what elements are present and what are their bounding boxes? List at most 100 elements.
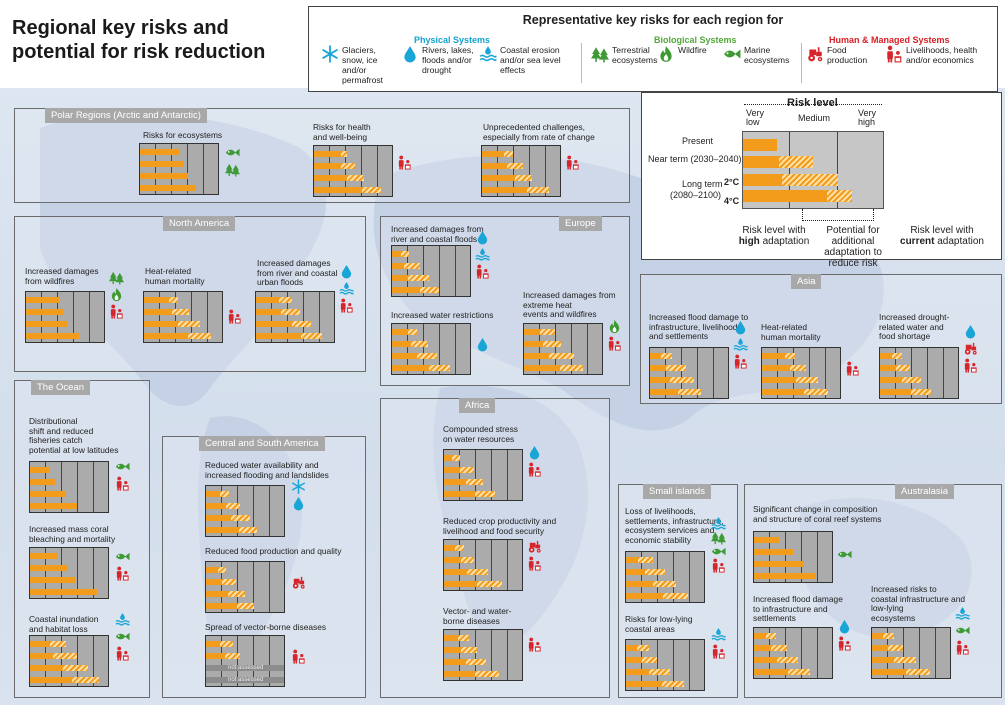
risk-label-line: Reduced water availability and (205, 460, 319, 470)
adaptation-potential-bar (218, 567, 227, 573)
adaptation-potential-bar (340, 163, 355, 169)
risk-label-line: and habitat loss (29, 623, 88, 634)
risk-bar (444, 491, 496, 497)
legend-item-label: Glaciers, snow, ice and/or permafrost (342, 45, 383, 85)
region-panel: Africa Compounded stress on water resource… (380, 398, 610, 698)
risk-level-chart (391, 323, 471, 375)
region-panel: North America Increased damages from wildf… (14, 216, 366, 372)
people-icon (711, 558, 726, 573)
legend-item-label-line: and/or economics (906, 55, 974, 65)
risk-key-bar (743, 190, 853, 202)
risk-level-gridline (329, 146, 330, 196)
region-tab: Central and South America (199, 436, 325, 451)
legend-item-label-line: floods and/or (422, 55, 472, 65)
risk-bar (206, 491, 230, 497)
risk-level-gridline (221, 562, 222, 612)
risk-bar (524, 341, 562, 347)
risk-label-line: human mortality (761, 331, 821, 342)
waves-icon (475, 247, 490, 262)
risk-level-gridline (475, 450, 476, 500)
trees-icon (225, 162, 240, 177)
waves-icon (339, 281, 354, 296)
risk-level-gridline (77, 462, 78, 512)
fish-icon (115, 459, 130, 474)
risk-level-gridline (407, 324, 408, 374)
adaptation-potential-bar (461, 557, 474, 563)
risk-level-gridline (777, 348, 778, 398)
legend-item-label-line: Terrestrial (612, 45, 650, 55)
risk-bar (762, 389, 828, 395)
risk-key-bar (743, 139, 777, 151)
risk-level-gridline (491, 540, 492, 590)
risk-label-line: Increased flood damage to (649, 312, 749, 322)
note-high-adaptation-line: high adaptation (736, 236, 812, 247)
legend-item-label-line: production (827, 55, 868, 65)
people-icon (837, 636, 852, 651)
adaptation-potential-bar (451, 455, 460, 461)
risk-bar (444, 455, 460, 461)
adaptation-potential-bar (887, 645, 904, 651)
adaptation-potential-bar (238, 527, 258, 533)
risk-label-line: coastal areas (625, 623, 675, 634)
risk-key-row-long-term-years: (2080–2100) (670, 190, 722, 200)
adaptation-potential-bar (346, 175, 364, 181)
people-icon (227, 309, 242, 324)
legend-item-label-line: Food (827, 45, 847, 55)
risk-bar (392, 287, 439, 293)
risk-level-chart (753, 531, 833, 583)
risk-label-line: Increased damages (25, 266, 99, 276)
adaptation-potential-bar (788, 669, 811, 675)
risk-level-gridline (61, 636, 62, 686)
risk-level-chart (625, 551, 705, 603)
wildfire-icon (657, 45, 675, 63)
people-icon (397, 155, 412, 170)
legend-item-label: Wildfire (678, 45, 707, 55)
adaptation-potential-bar (62, 665, 88, 671)
risk-bar (30, 665, 88, 671)
risk-level-gridline (919, 628, 920, 678)
risk-bar (762, 377, 819, 383)
risk-level-gridline (377, 146, 378, 196)
risk-bar (626, 557, 653, 563)
legend-item-label-line: snow, ice (342, 55, 378, 65)
region-panel: Europe Increased damages from river and co… (380, 216, 630, 386)
people-icon (607, 336, 622, 351)
risk-bar (754, 645, 787, 651)
risk-bar (256, 297, 292, 303)
risk-level-gridline (77, 548, 78, 598)
risk-bar (392, 251, 410, 257)
adaptation-potential-bar (785, 353, 795, 359)
risk-bar (524, 329, 556, 335)
risk-bar (880, 365, 910, 371)
risk-label-line: settlements (753, 613, 796, 623)
risk-level-gridline (491, 450, 492, 500)
adaptation-potential-bar (340, 151, 347, 157)
risk-level-gridline (697, 348, 698, 398)
risk-level-gridline (45, 636, 46, 686)
risk-bar (626, 581, 676, 587)
risk-label: Risks for ecosystems (143, 130, 222, 141)
people-icon (565, 155, 580, 170)
risk-label-line: Significant change in composition (753, 504, 878, 514)
water-drop-icon (475, 337, 490, 352)
risk-level-gridline (689, 552, 690, 602)
risk-level-gridline (935, 628, 936, 678)
people-icon (109, 304, 124, 319)
risk-key-gridline (789, 132, 791, 208)
adaptation-potential-bar (467, 569, 488, 575)
risk-bar (144, 297, 179, 303)
legend-item-label-line: Glaciers, (342, 45, 376, 55)
adaptation-potential-bar (804, 389, 828, 395)
adaptation-potential-bar (226, 503, 241, 509)
risk-level-gridline (439, 324, 440, 374)
tractor-icon (963, 341, 978, 356)
risk-bar (650, 389, 702, 395)
risk-key-row-present: Present (682, 136, 714, 146)
risk-bar (30, 503, 77, 509)
risk-bar (206, 653, 241, 659)
adaptation-potential-bar (410, 341, 428, 347)
risk-key-temp-2c: 2°C (724, 177, 740, 187)
risk-level-gridline (93, 548, 94, 598)
risk-label: Increased water restrictions (391, 310, 493, 321)
risk-label: Heat-related human mortality (761, 322, 821, 342)
